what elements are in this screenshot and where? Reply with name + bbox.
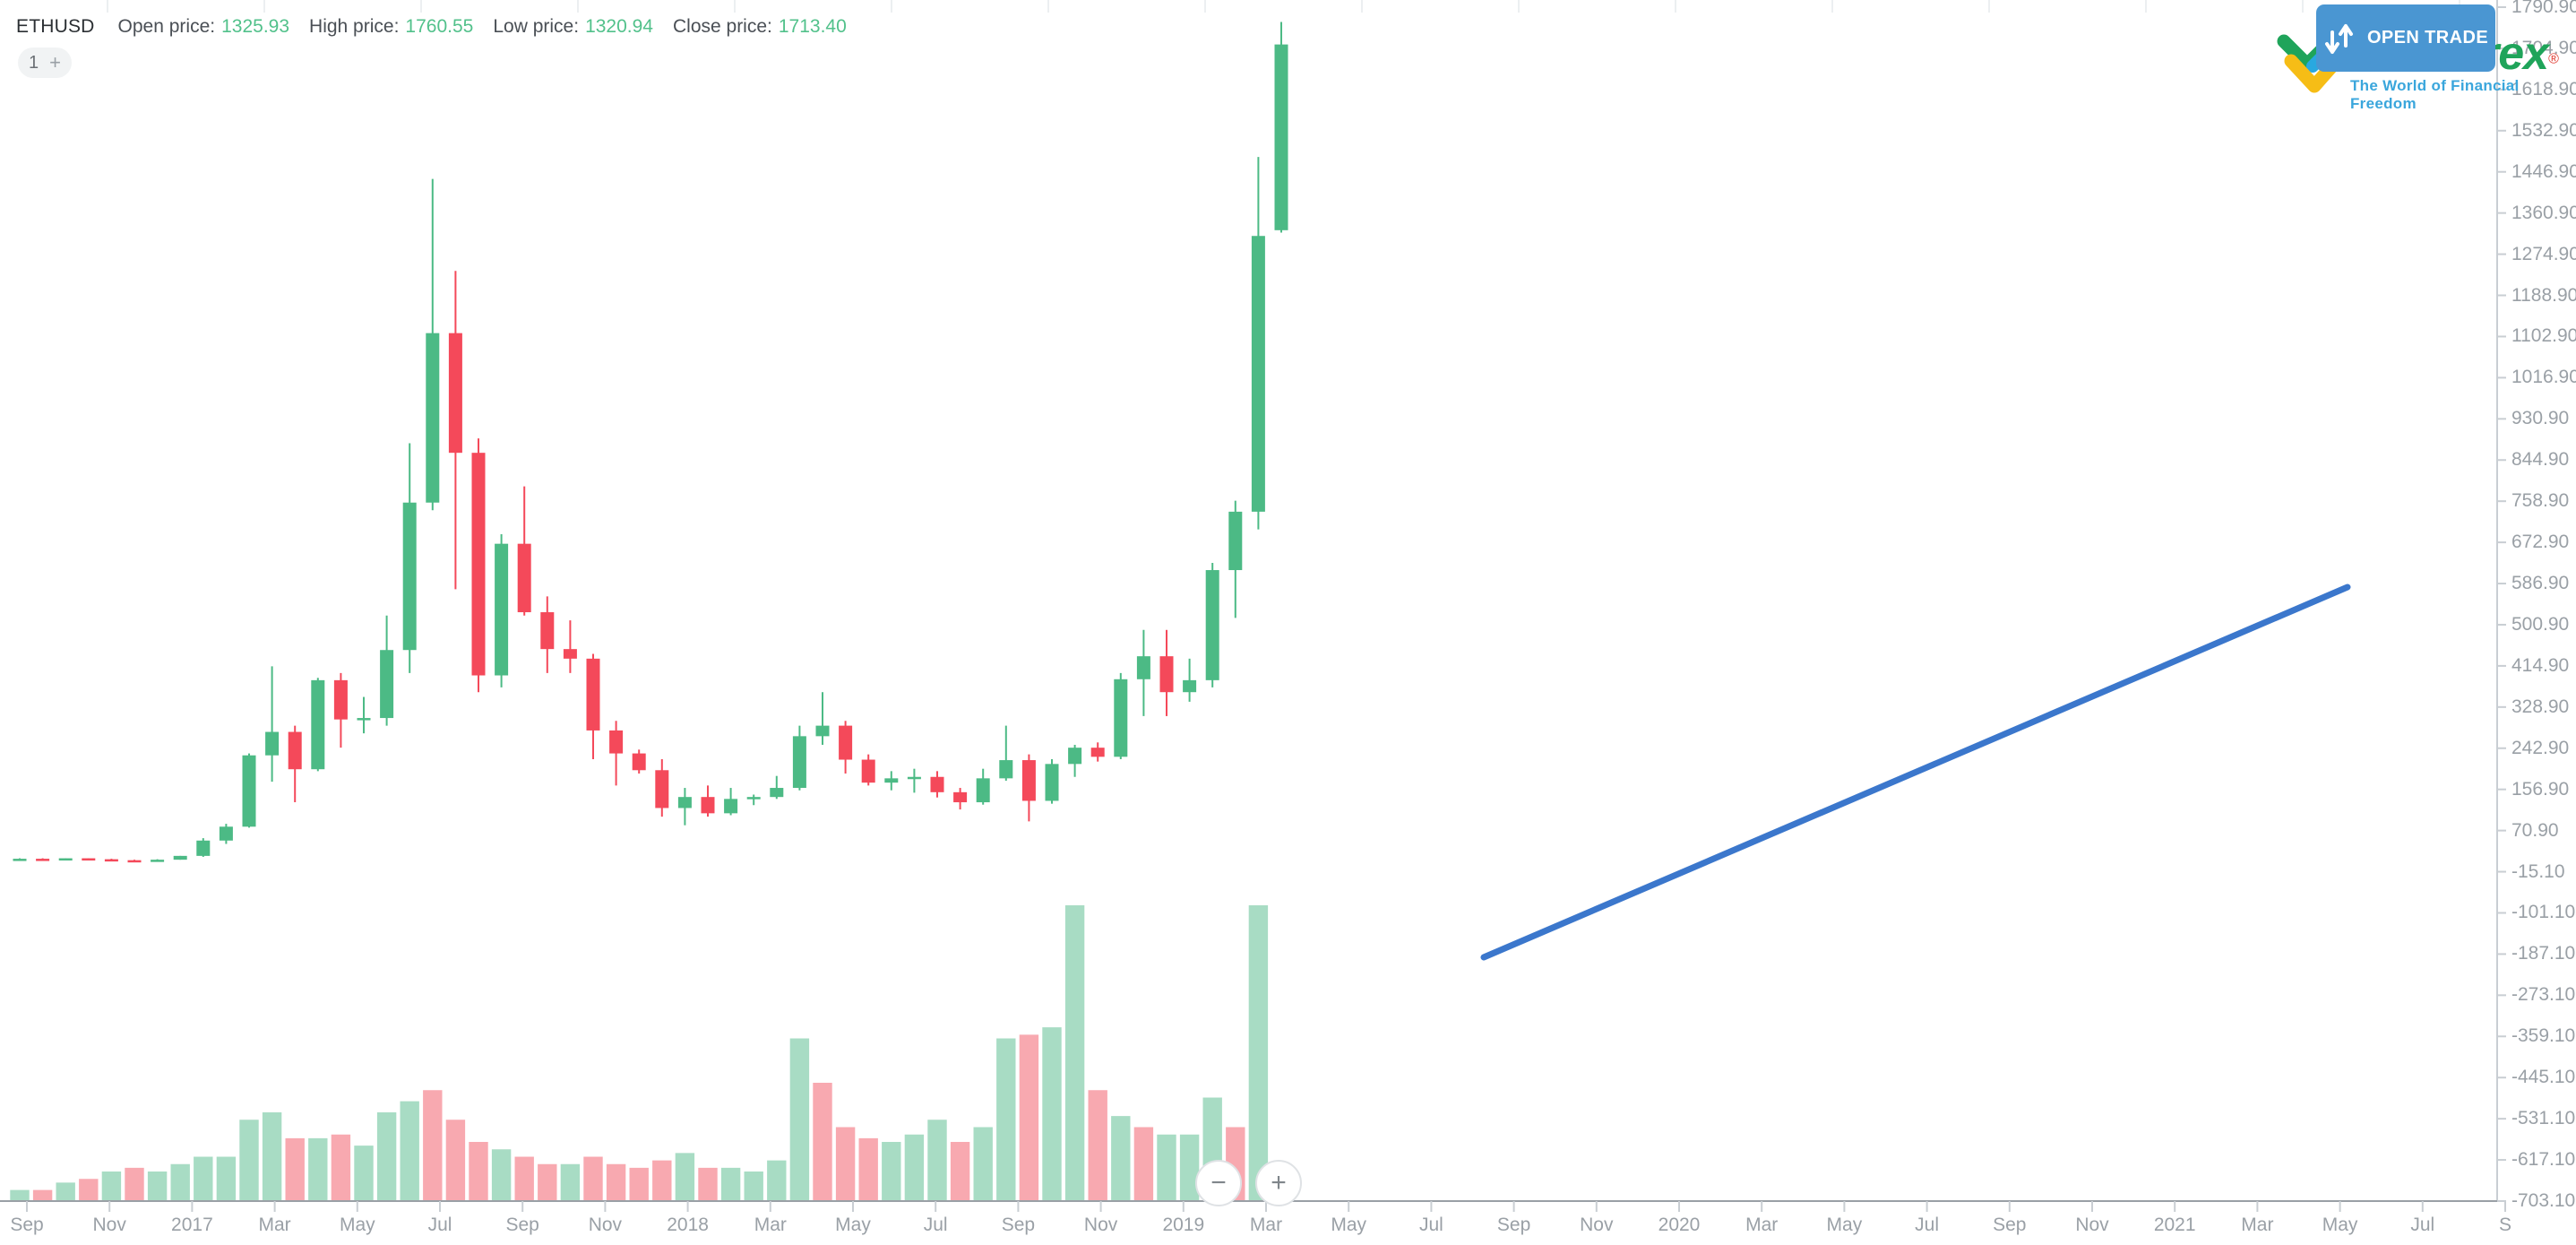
x-axis-tick-label: Mar bbox=[2241, 1215, 2274, 1235]
x-axis-tick-label: Sep bbox=[1001, 1215, 1036, 1235]
close-price-label: Close price: bbox=[672, 16, 772, 37]
y-axis-tick-label: 328.90 bbox=[2511, 696, 2570, 717]
open-price-value: 1325.93 bbox=[221, 16, 290, 37]
x-axis-tick-label: Mar bbox=[754, 1215, 787, 1235]
x-axis-tick-label: 2017 bbox=[171, 1215, 213, 1235]
high-price-value: 1760.55 bbox=[405, 16, 474, 37]
low-price-value: 1320.94 bbox=[585, 16, 653, 37]
y-axis-tick-label: 844.90 bbox=[2511, 449, 2570, 471]
annotations-layer[interactable] bbox=[1480, 584, 2351, 961]
minus-icon: − bbox=[1210, 1168, 1227, 1197]
y-axis-tick-label: 414.90 bbox=[2511, 654, 2570, 676]
x-axis-tick-label: Nov bbox=[1083, 1215, 1118, 1235]
y-axis-tick-label: 1618.90 bbox=[2511, 78, 2576, 99]
y-axis-tick-label: 500.90 bbox=[2511, 613, 2570, 635]
x-axis-tick-label: May bbox=[2322, 1215, 2358, 1235]
y-axis-tick-label: 1704.90 bbox=[2511, 37, 2576, 58]
zoom-in-button[interactable]: + bbox=[1255, 1160, 1302, 1206]
y-axis-tick-label: -101.10 bbox=[2511, 902, 2576, 923]
close-price-item: Close price: 1713.40 bbox=[673, 16, 847, 38]
x-axis-tick-label: Nov bbox=[1580, 1215, 1614, 1235]
x-axis-tick-label: Jul bbox=[923, 1215, 948, 1235]
y-axis-tick-label: -15.10 bbox=[2511, 860, 2565, 882]
zoom-controls: − + bbox=[1195, 1160, 1302, 1206]
y-axis-tick-label: 242.90 bbox=[2511, 737, 2570, 758]
open-trade-label: OPEN TRADE bbox=[2366, 28, 2489, 48]
open-trade-button[interactable]: OPEN TRADE bbox=[2316, 4, 2495, 72]
y-axis-tick-label: 1188.90 bbox=[2511, 284, 2576, 306]
volume-bars bbox=[10, 905, 1291, 1201]
x-axis-tick-label: Nov bbox=[588, 1215, 623, 1235]
x-axis-tick-label: Mar bbox=[258, 1215, 291, 1235]
y-axis-tick-label: 1532.90 bbox=[2511, 119, 2576, 141]
y-axis-tick-label: 1360.90 bbox=[2511, 202, 2576, 223]
x-axis-tick-label: May bbox=[1331, 1215, 1367, 1235]
y-axis-tick-label: -445.10 bbox=[2511, 1067, 2576, 1088]
candlestick-series bbox=[13, 22, 1288, 863]
x-axis-tick-label: Jul bbox=[427, 1215, 452, 1235]
x-axis-tick-label: Sep bbox=[10, 1215, 44, 1235]
high-price-item: High price: 1760.55 bbox=[309, 16, 473, 38]
y-axis-tick-label: 156.90 bbox=[2511, 778, 2570, 800]
interval-selector[interactable]: 1 + bbox=[18, 48, 72, 78]
low-price-label: Low price: bbox=[493, 16, 580, 37]
y-axis-tick-label: 586.90 bbox=[2511, 573, 2570, 594]
x-axis-tick-label: Nov bbox=[2075, 1215, 2109, 1235]
grid-lines bbox=[107, 0, 2460, 13]
x-axis-tick-label: May bbox=[1826, 1215, 1863, 1235]
y-axis-tick-label: 1102.90 bbox=[2511, 325, 2576, 347]
y-axis-tick-label: 1790.90 bbox=[2511, 0, 2576, 17]
x-axis-tick-label: 2021 bbox=[2153, 1215, 2196, 1235]
zoom-out-button[interactable]: − bbox=[1195, 1160, 1242, 1206]
y-axis-tick-label: 672.90 bbox=[2511, 532, 2570, 553]
x-axis-tick-label: 2020 bbox=[1658, 1215, 1701, 1235]
interval-value: 1 bbox=[29, 53, 39, 73]
y-axis-tick-label: -273.10 bbox=[2511, 984, 2576, 1006]
y-axis-tick-label: 1446.90 bbox=[2511, 160, 2576, 182]
open-price-item: Open price: 1325.93 bbox=[118, 16, 289, 38]
y-axis-tick-label: 1016.90 bbox=[2511, 367, 2576, 388]
y-axis-tick-label: -531.10 bbox=[2511, 1108, 2576, 1129]
y-axis-tick-label: 70.90 bbox=[2511, 819, 2559, 841]
y-axis-tick-label: -359.10 bbox=[2511, 1025, 2576, 1047]
x-axis-tick-label: Mar bbox=[1745, 1215, 1779, 1235]
x-axis-tick-label: Sep bbox=[1496, 1215, 1531, 1235]
x-axis-tick-label: Jul bbox=[1418, 1215, 1443, 1235]
close-price-value: 1713.40 bbox=[778, 16, 847, 37]
x-axis-tick-label: Jul bbox=[1915, 1215, 1940, 1235]
up-down-arrows-icon bbox=[2324, 23, 2353, 54]
plus-icon: + bbox=[1271, 1168, 1287, 1197]
x-axis-tick-label: 2019 bbox=[1162, 1215, 1205, 1235]
y-axis-tick-label: -187.10 bbox=[2511, 943, 2576, 964]
y-axis-tick-label: 758.90 bbox=[2511, 490, 2570, 512]
open-price-label: Open price: bbox=[117, 16, 216, 37]
y-axis-tick-label: 1274.90 bbox=[2511, 243, 2576, 264]
x-axis-tick-label: Sep bbox=[505, 1215, 539, 1235]
x-axis-tick-label: May bbox=[339, 1215, 375, 1235]
y-axis-tick-label: 930.90 bbox=[2511, 408, 2570, 429]
x-axis-tick-label: Jul bbox=[2410, 1215, 2435, 1235]
low-price-item: Low price: 1320.94 bbox=[493, 16, 653, 38]
high-price-label: High price: bbox=[309, 16, 400, 37]
x-axis-tick-label: S bbox=[2498, 1215, 2512, 1235]
symbol-label: ETHUSD bbox=[16, 16, 95, 37]
y-axis-tick-label: -617.10 bbox=[2511, 1149, 2576, 1171]
add-indicator-icon[interactable]: + bbox=[49, 51, 61, 73]
x-axis-tick-label: 2018 bbox=[667, 1215, 709, 1235]
y-axis-tick-label: -703.10 bbox=[2511, 1190, 2576, 1211]
x-axis-tick-label: Mar bbox=[1249, 1215, 1283, 1235]
x-axis-tick-label: May bbox=[835, 1215, 871, 1235]
x-axis-tick-label: Sep bbox=[1993, 1215, 2027, 1235]
axis-lines bbox=[0, 0, 2506, 1212]
x-axis-tick-label: Nov bbox=[92, 1215, 126, 1235]
ohlc-legend: ETHUSD Open price: 1325.93 High price: 1… bbox=[16, 16, 847, 38]
